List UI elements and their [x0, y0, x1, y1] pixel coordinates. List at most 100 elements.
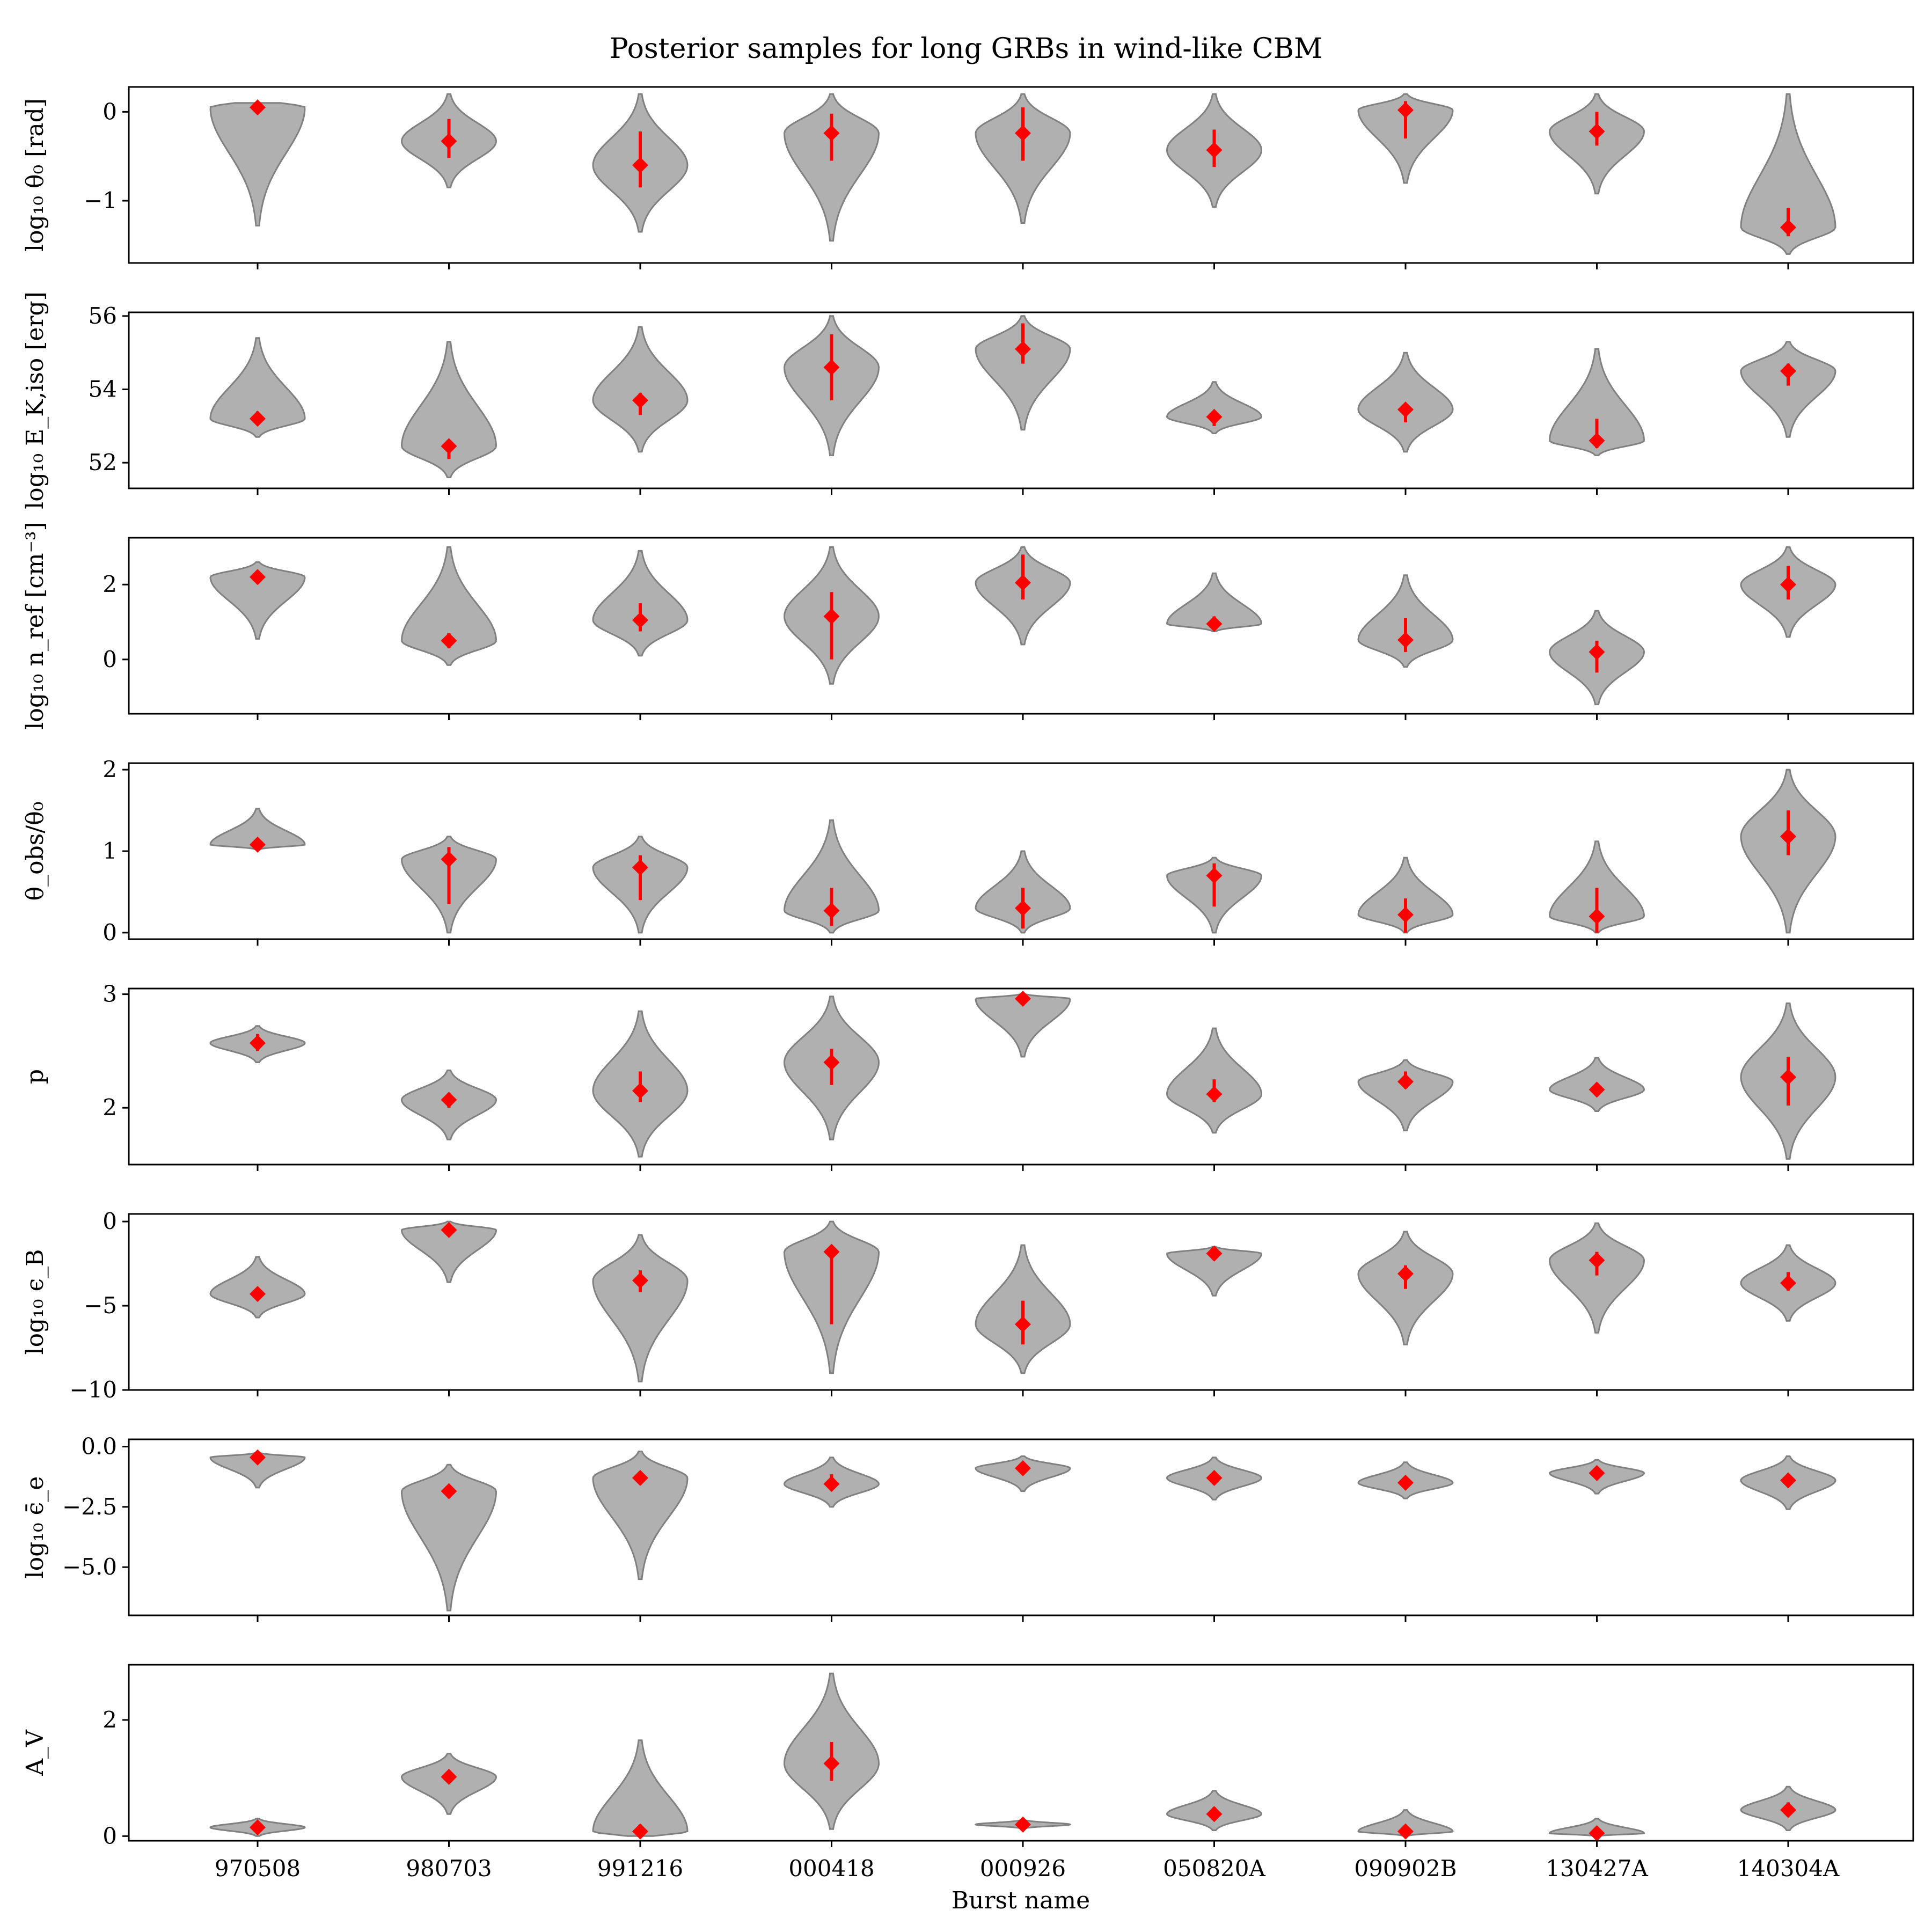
- median-marker-140304A: [1780, 363, 1796, 379]
- median-marker-000926: [1015, 1816, 1031, 1833]
- panel-frame: [128, 1664, 1914, 1842]
- median-marker-991216: [632, 157, 648, 173]
- panel-5: 2 3 p: [21, 981, 1914, 1171]
- median-marker-130427A: [1589, 123, 1605, 140]
- panel-4: 0 1 2 θ_obs/θ₀: [21, 756, 1914, 946]
- x-tick-label: 980703: [406, 1855, 492, 1882]
- panel-frame: [128, 86, 1914, 264]
- median-marker-991216: [632, 612, 648, 628]
- median-marker-000926: [1015, 1316, 1031, 1333]
- panel-3: 0 2 log₁₀ n_ref [cm⁻³]: [21, 522, 1914, 730]
- median-marker-130427A: [1589, 908, 1605, 925]
- median-marker-130427A: [1589, 1081, 1605, 1098]
- median-marker-000926: [1015, 991, 1031, 1007]
- median-marker-050820A: [1206, 616, 1223, 632]
- violin-980703: [401, 546, 497, 666]
- median-marker-980703: [441, 438, 457, 455]
- median-marker-000418: [823, 359, 840, 376]
- median-marker-991216: [632, 1469, 648, 1486]
- y-tick-label: 1: [103, 838, 117, 864]
- median-marker-050820A: [1206, 1806, 1223, 1823]
- median-marker-000418: [823, 902, 840, 919]
- panel-6: 0 −5 −10 log₁₀ ϵ_B: [21, 1208, 1914, 1403]
- violin-000926: [975, 315, 1071, 431]
- median-marker-000926: [1015, 574, 1031, 591]
- x-tick-label: 140304A: [1737, 1855, 1840, 1882]
- violin-991216: [592, 1234, 689, 1382]
- violin-970508: [209, 561, 306, 640]
- median-marker-050820A: [1206, 142, 1223, 158]
- panels-group: 0 −1 log₁₀ θ₀ [rad] 52 54 56 log₁₀ E_K,iso [er…: [21, 86, 1914, 1849]
- median-marker-130427A: [1589, 643, 1605, 660]
- violin-000418: [783, 93, 880, 242]
- violin-980703: [400, 1220, 497, 1283]
- median-marker-050820A: [1206, 1245, 1223, 1262]
- violin-050820A: [1166, 1246, 1262, 1297]
- median-marker-140304A: [1780, 1275, 1796, 1291]
- violin-970508: [209, 808, 306, 851]
- median-marker-090902B: [1397, 1823, 1414, 1840]
- median-marker-980703: [441, 1483, 457, 1499]
- x-tick-label: 000418: [788, 1855, 874, 1882]
- median-marker-140304A: [1780, 576, 1796, 593]
- median-marker-050820A: [1206, 408, 1223, 425]
- median-marker-970508: [250, 1035, 266, 1051]
- median-marker-130427A: [1589, 433, 1605, 449]
- median-marker-991216: [632, 392, 648, 408]
- violin-140304A: [1740, 93, 1836, 255]
- y-tick-label: 2: [103, 756, 117, 782]
- y-tick-label: 54: [89, 376, 117, 402]
- median-marker-140304A: [1780, 219, 1796, 236]
- violin-090902B: [1357, 857, 1454, 934]
- median-marker-090902B: [1397, 102, 1414, 119]
- y-tick-label: 52: [89, 449, 117, 475]
- median-marker-050820A: [1206, 1086, 1223, 1102]
- violin-970508: [209, 102, 306, 226]
- median-marker-980703: [441, 133, 457, 150]
- y-axis-label: p: [21, 1069, 49, 1084]
- x-tick-labels: 970508 980703 991216 000418 000926 050820A 090…: [215, 1855, 1840, 1882]
- y-axis-label: log₁₀ ϵ̄_e: [21, 1476, 49, 1579]
- violin-991216: [592, 550, 689, 657]
- median-marker-991216: [632, 1272, 648, 1289]
- median-marker-090902B: [1397, 1073, 1414, 1090]
- median-marker-970508: [250, 569, 266, 586]
- median-marker-090902B: [1397, 1474, 1414, 1491]
- y-axis-label: θ_obs/θ₀: [21, 802, 49, 901]
- median-marker-140304A: [1780, 1069, 1796, 1086]
- x-tick-label: 991216: [597, 1855, 683, 1882]
- y-tick-label: −5.0: [62, 1554, 117, 1580]
- median-marker-970508: [250, 99, 266, 116]
- median-marker-140304A: [1780, 1472, 1796, 1489]
- y-tick-label: 2: [103, 1094, 117, 1121]
- panel-frame: [128, 1213, 1914, 1391]
- x-tick-label: 090902B: [1354, 1855, 1457, 1882]
- median-marker-140304A: [1780, 828, 1796, 845]
- median-marker-130427A: [1589, 1465, 1605, 1481]
- violin-140304A: [1740, 341, 1836, 438]
- median-marker-000418: [823, 1476, 840, 1492]
- median-marker-000418: [823, 1755, 840, 1772]
- x-tick-label: 050820A: [1163, 1855, 1265, 1882]
- median-marker-000926: [1015, 1460, 1031, 1476]
- violin-980703: [400, 341, 497, 478]
- y-tick-label: −10: [69, 1377, 117, 1403]
- median-marker-991216: [632, 859, 648, 876]
- violin-050820A: [1166, 572, 1263, 632]
- violin-991216: [592, 1739, 689, 1837]
- y-tick-label: 2: [103, 1707, 117, 1733]
- median-marker-000418: [823, 1243, 840, 1260]
- y-tick-label: 2: [103, 571, 117, 597]
- median-marker-140304A: [1780, 1802, 1796, 1818]
- panel-8: 0 2 A_V: [21, 1664, 1914, 1849]
- y-tick-label: 0: [103, 98, 117, 125]
- panel-frame: [128, 311, 1914, 489]
- y-tick-label: 0: [103, 646, 117, 672]
- median-marker-090902B: [1397, 1265, 1414, 1282]
- median-marker-980703: [441, 1768, 457, 1785]
- median-marker-991216: [632, 1082, 648, 1099]
- violin-980703: [400, 1463, 497, 1612]
- median-marker-090902B: [1397, 906, 1414, 923]
- y-tick-label: −1: [84, 187, 117, 214]
